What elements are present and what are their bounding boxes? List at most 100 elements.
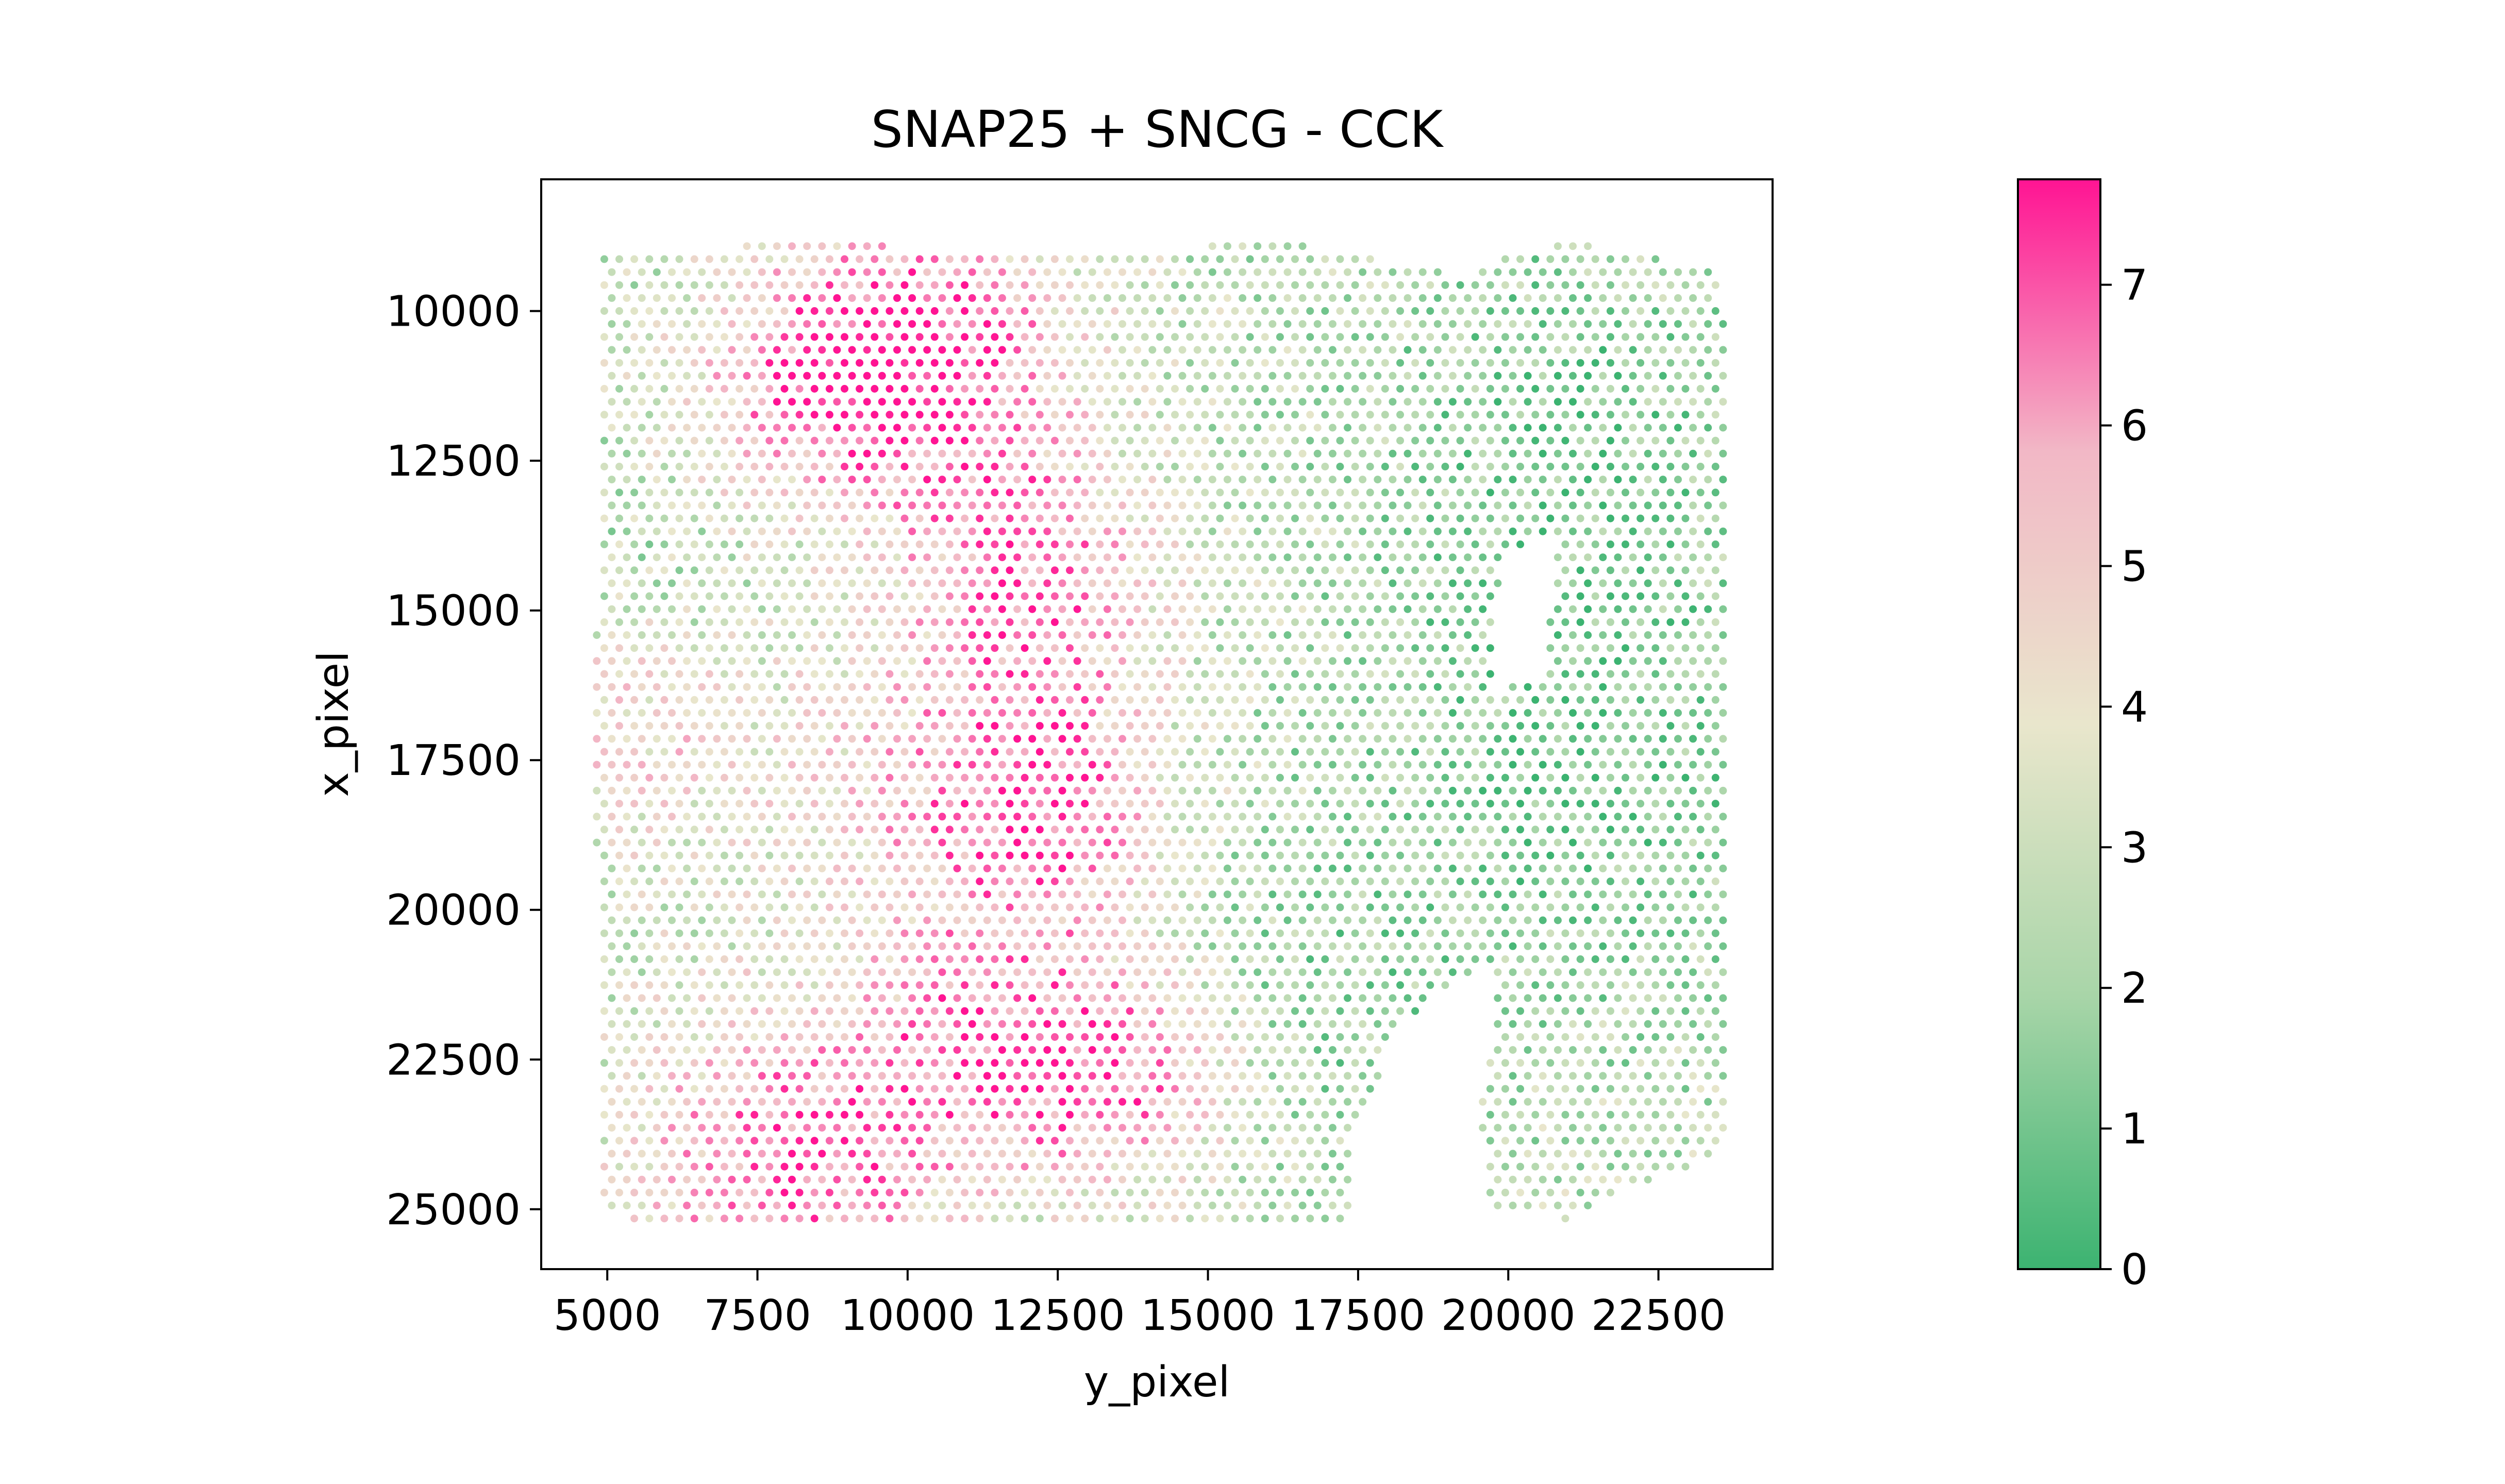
spot (1501, 333, 1509, 341)
spot (623, 813, 631, 821)
spot (1614, 657, 1622, 665)
spot (1486, 748, 1494, 756)
spot (833, 372, 841, 380)
spot (1201, 281, 1209, 289)
spot (728, 553, 736, 562)
spot (900, 385, 909, 393)
spot (1268, 605, 1277, 613)
spot (1261, 592, 1269, 600)
spot (1501, 981, 1509, 989)
spot (1501, 1085, 1509, 1093)
spot (1313, 631, 1322, 639)
spot (1148, 294, 1157, 302)
spot (690, 1007, 698, 1015)
spot (668, 786, 676, 795)
spot (1629, 968, 1637, 976)
spot (1261, 878, 1269, 885)
spot (1696, 385, 1705, 393)
spot (600, 592, 608, 600)
spot (1471, 773, 1479, 782)
spot (758, 268, 766, 276)
spot (976, 722, 984, 730)
spot (803, 735, 811, 743)
spot (705, 359, 713, 367)
spot (991, 1059, 999, 1067)
spot (1494, 476, 1502, 484)
spot (1208, 1046, 1216, 1054)
spot (1448, 735, 1457, 743)
spot (1043, 916, 1051, 924)
spot (1050, 488, 1059, 497)
spot (893, 476, 901, 484)
spot (1321, 929, 1329, 937)
spot (1126, 748, 1134, 756)
spot (1028, 527, 1037, 535)
spot (1464, 579, 1472, 587)
spot (1231, 1059, 1239, 1067)
spot (1036, 696, 1044, 704)
spot (653, 372, 661, 380)
spot (750, 436, 759, 445)
spot (983, 398, 991, 406)
spot (833, 838, 841, 847)
spot (1674, 1046, 1682, 1054)
spot (1163, 320, 1172, 328)
spot (1464, 372, 1472, 380)
spot (645, 255, 654, 263)
spot (788, 242, 796, 250)
spot (1546, 903, 1555, 912)
spot (1531, 255, 1540, 263)
spot (638, 553, 646, 562)
spot (1696, 800, 1705, 808)
spot (991, 255, 999, 263)
spot (1178, 449, 1187, 458)
spot (1268, 398, 1277, 406)
spot (765, 359, 774, 367)
spot (1359, 501, 1367, 510)
spot (1584, 424, 1592, 432)
spot (1681, 748, 1690, 756)
spot (1096, 825, 1104, 834)
spot (1456, 514, 1464, 522)
spot (1050, 307, 1059, 315)
spot (683, 994, 691, 1002)
spot (848, 786, 856, 795)
spot (1389, 553, 1397, 562)
spot (1261, 800, 1269, 808)
spot (1569, 424, 1577, 432)
spot (878, 294, 886, 302)
spot (938, 449, 946, 458)
spot (1073, 942, 1081, 950)
spot (1509, 346, 1517, 354)
spot (1418, 838, 1427, 847)
spot (1659, 449, 1667, 458)
spot (1028, 294, 1037, 302)
spot (900, 255, 909, 263)
spot (930, 307, 939, 315)
spot (803, 424, 811, 432)
spot (856, 1007, 864, 1015)
spot (1479, 346, 1487, 354)
spot (1674, 942, 1682, 950)
spot (1644, 709, 1652, 717)
spot (780, 618, 789, 626)
spot (1704, 398, 1712, 406)
spot (1028, 994, 1037, 1002)
spot (630, 825, 639, 834)
spot (1494, 890, 1502, 899)
spot (1426, 981, 1434, 989)
spot (915, 825, 924, 834)
spot (863, 527, 871, 535)
spot (1276, 670, 1284, 678)
spot (1013, 631, 1022, 639)
spot (1644, 1124, 1652, 1132)
spot (1028, 605, 1037, 613)
spot (600, 333, 608, 341)
spot (1479, 890, 1487, 899)
spot (1516, 800, 1524, 808)
spot (630, 1033, 639, 1041)
spot (1674, 683, 1682, 691)
spot (1276, 1085, 1284, 1093)
spot (1689, 1098, 1697, 1106)
spot (1351, 488, 1359, 497)
